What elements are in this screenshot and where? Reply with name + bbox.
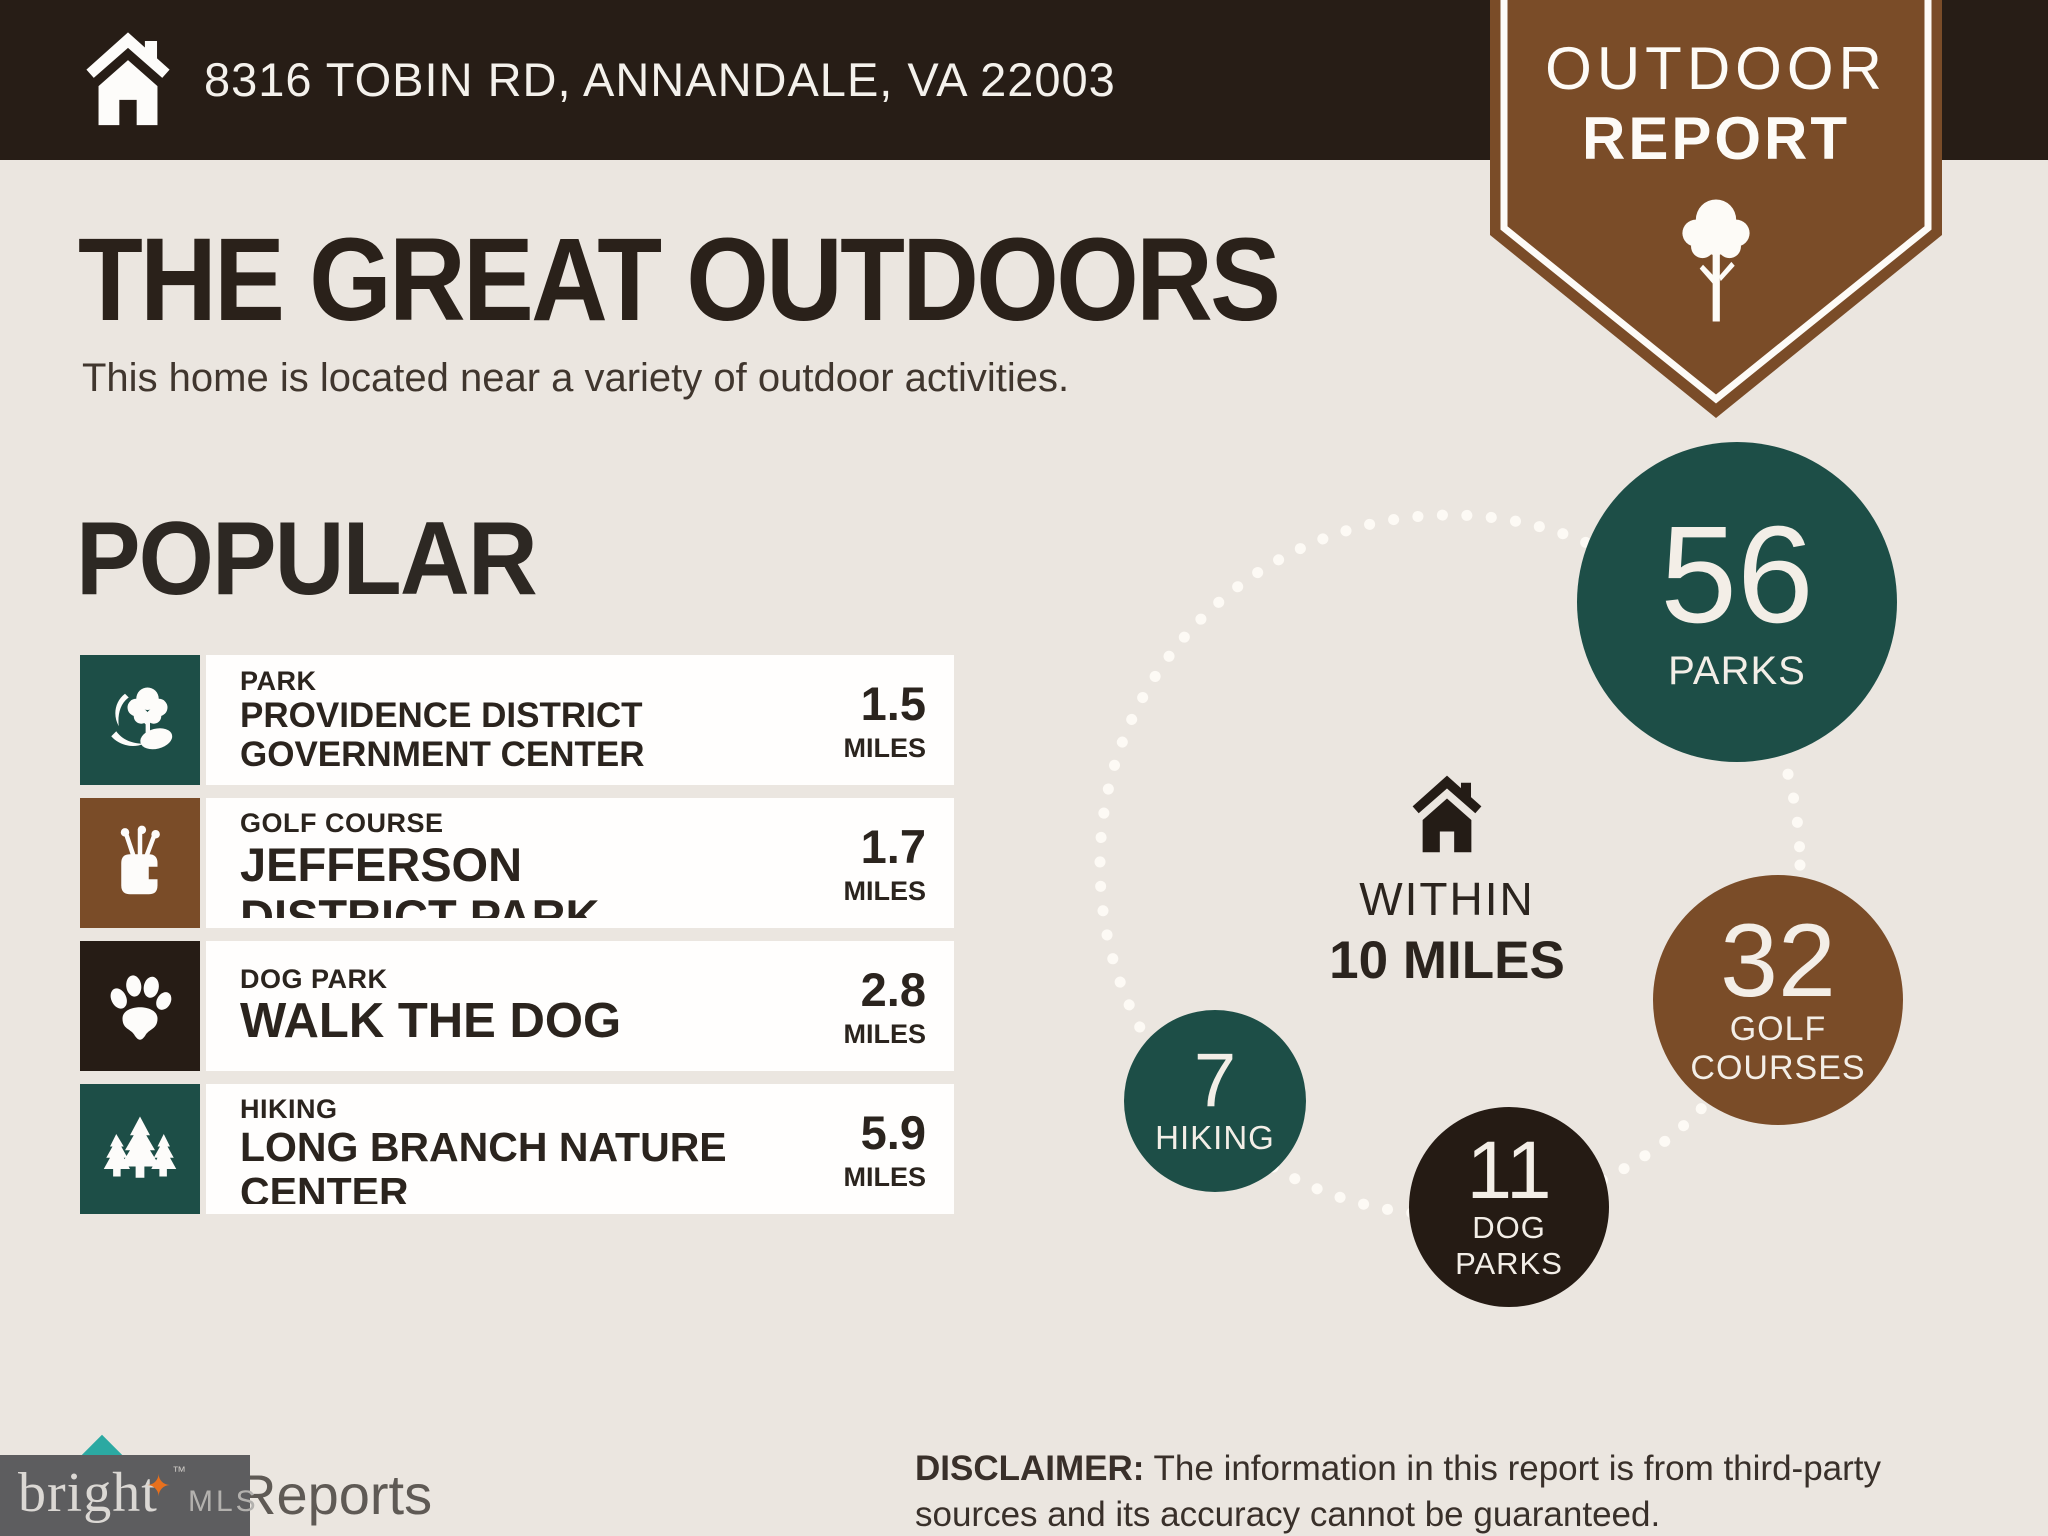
item-distance: 1.5 xyxy=(860,677,926,730)
parks-count: 56 xyxy=(1660,498,1814,653)
sparkle-star-icon: ✦ xyxy=(146,1470,172,1503)
golf-courses-bubble: 32 GOLF COURSES xyxy=(1653,875,1903,1125)
item-distance-unit: MILES xyxy=(843,1162,926,1192)
list-item-hiking: HIKING LONG BRANCH NATURE CENTER 5.9 MIL… xyxy=(80,1084,954,1214)
mls-wordmark: MLS xyxy=(188,1485,259,1518)
item-name: LONG BRANCH NATURE CENTER xyxy=(240,1124,727,1204)
list-item-dog-park: DOG PARK WALK THE DOG 2.8 MILES xyxy=(80,941,954,1071)
golf-bag-icon xyxy=(80,798,200,928)
item-category: PARK xyxy=(240,666,317,696)
item-name: JEFFERSON DISTRICT PARK xyxy=(240,838,600,918)
page-title: THE GREAT OUTDOORS xyxy=(78,214,1281,346)
trademark-symbol: ™ xyxy=(172,1463,186,1479)
item-category: GOLF COURSE xyxy=(240,808,444,838)
item-distance-unit: MILES xyxy=(843,876,926,906)
golf-courses-count: 32 xyxy=(1720,902,1836,1019)
popular-heading: POPULAR xyxy=(76,501,538,617)
dog-parks-label: DOG PARKS xyxy=(1455,1210,1563,1281)
paw-icon xyxy=(80,941,200,1071)
dog-parks-bubble: 11 DOG PARKS xyxy=(1409,1107,1609,1307)
dog-parks-count: 11 xyxy=(1466,1125,1552,1217)
item-distance: 5.9 xyxy=(860,1106,926,1159)
disclaimer-text: The information in this report is from t… xyxy=(915,1449,1882,1534)
parks-label: PARKS xyxy=(1668,648,1806,693)
hiking-bubble: 7 HIKING xyxy=(1124,1010,1306,1192)
covered-reports-wordmark: Reports xyxy=(236,1463,433,1526)
parks-bubble: 56 PARKS xyxy=(1577,442,1897,762)
item-name: WALK THE DOG xyxy=(240,993,622,1048)
item-category: HIKING xyxy=(240,1094,338,1124)
hiking-count: 7 xyxy=(1193,1037,1237,1123)
bright-wordmark: bright xyxy=(18,1462,158,1524)
within-label: WITHIN xyxy=(1359,873,1535,925)
item-distance-unit: MILES xyxy=(843,733,926,763)
outdoor-report-badge: OUTDOOR REPORT xyxy=(1490,0,1942,420)
property-address: 8316 TOBIN RD, ANNANDALE, VA 22003 xyxy=(204,53,1116,106)
list-card: DOG PARK WALK THE DOG 2.8 MILES xyxy=(206,941,954,1071)
radius-center-label: WITHIN 10 MILES xyxy=(1327,772,1567,991)
page-subtitle: This home is located near a variety of o… xyxy=(82,356,1070,400)
list-item-golf-course: GOLF COURSE JEFFERSON DISTRICT PARK 1.7 … xyxy=(80,798,954,928)
item-distance: 1.7 xyxy=(860,820,926,873)
home-icon-dark xyxy=(1412,775,1482,853)
badge-title-line2: REPORT xyxy=(1581,105,1851,172)
park-trees-icon xyxy=(80,655,200,785)
tree-icon xyxy=(1682,199,1750,322)
list-card: HIKING LONG BRANCH NATURE CENTER 5.9 MIL… xyxy=(206,1084,954,1214)
item-distance: 2.8 xyxy=(860,963,926,1016)
ten-miles-label: 10 MILES xyxy=(1329,931,1565,990)
disclaimer: DISCLAIMER: The information in this repo… xyxy=(915,1446,1945,1536)
pine-trees-icon xyxy=(80,1084,200,1214)
hiking-label: HIKING xyxy=(1155,1119,1275,1157)
list-item-park: PARK PROVIDENCE DISTRICT GOVERNMENT CENT… xyxy=(80,655,954,785)
dotted-radius-ring xyxy=(1094,509,1806,1221)
list-card: GOLF COURSE JEFFERSON DISTRICT PARK 1.7 … xyxy=(206,798,954,928)
badge-title-line1: OUTDOOR xyxy=(1545,35,1887,102)
bright-mls-watermark: bright ✦ ™ MLS xyxy=(0,1455,256,1536)
disclaimer-label: DISCLAIMER: xyxy=(915,1449,1145,1488)
list-card: PARK PROVIDENCE DISTRICT GOVERNMENT CENT… xyxy=(206,655,954,785)
item-distance-unit: MILES xyxy=(843,1019,926,1049)
golf-courses-label: GOLF COURSES xyxy=(1690,1010,1866,1088)
item-name: PROVIDENCE DISTRICT GOVERNMENT CENTER xyxy=(240,696,645,774)
item-category: DOG PARK xyxy=(240,963,388,994)
home-icon xyxy=(86,32,170,126)
